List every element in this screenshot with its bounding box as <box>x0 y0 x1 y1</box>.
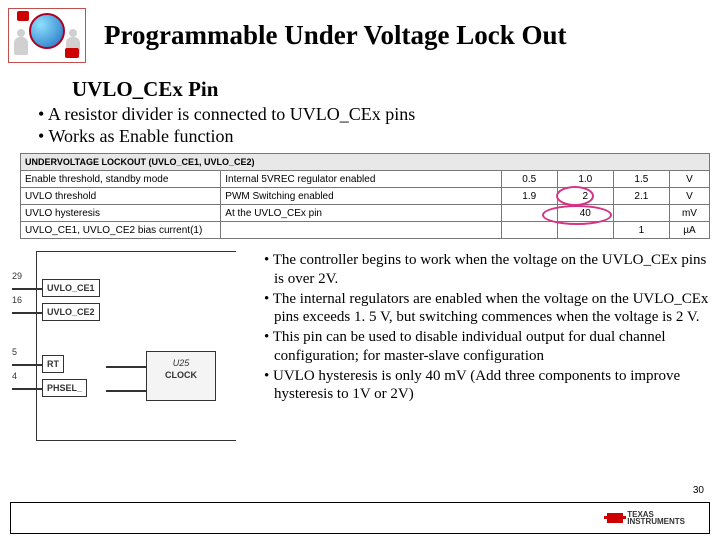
ti-chip-icon <box>607 513 623 523</box>
pin-line <box>12 364 42 366</box>
pin-line <box>12 388 42 390</box>
pin-number: 16 <box>12 295 22 305</box>
top-bullet-item: A resistor divider is connected to UVLO_… <box>38 104 720 125</box>
right-bullet-item: This pin can be used to disable individu… <box>260 328 710 366</box>
subtitle: UVLO_CEx Pin <box>72 77 720 102</box>
right-bullet-item: The internal regulators are enabled when… <box>260 290 710 328</box>
pin-line <box>12 312 42 314</box>
right-bullet-item: UVLO hysteresis is only 40 mV (Add three… <box>260 367 710 405</box>
uvlo-table: UNDERVOLTAGE LOCKOUT (UVLO_CE1, UVLO_CE2… <box>20 153 710 239</box>
clock-block: U25 CLOCK <box>146 351 216 401</box>
table-section-header: UNDERVOLTAGE LOCKOUT (UVLO_CE1, UVLO_CE2… <box>21 154 710 171</box>
page-number: 30 <box>693 485 704 496</box>
table-row: UVLO hysteresisAt the UVLO_CEx pin40mV <box>21 205 710 222</box>
top-bullet-list: A resistor divider is connected to UVLO_… <box>38 104 720 147</box>
pin-label: PHSEL_ <box>42 379 87 397</box>
table-row: Enable threshold, standby modeInternal 5… <box>21 171 710 188</box>
right-bullet-list: The controller begins to work when the v… <box>246 251 710 451</box>
footer-bar: TEXAS INSTRUMENTS <box>10 502 710 534</box>
pin-line <box>12 288 42 290</box>
pin-label: RT <box>42 355 64 373</box>
schematic-diagram: U25 CLOCK 29 UVLO_CE1 16 UVLO_CE2 5 RT 4 PHSEL_ <box>6 251 246 451</box>
top-bullet-item: Works as Enable function <box>38 126 720 147</box>
table-row: UVLO thresholdPWM Switching enabled1.922… <box>21 188 710 205</box>
table-row: UVLO_CE1, UVLO_CE2 bias current(1)1µA <box>21 222 710 239</box>
ti-logo: TEXAS INSTRUMENTS <box>607 511 685 525</box>
page-title: Programmable Under Voltage Lock Out <box>104 20 567 51</box>
pin-number: 29 <box>12 271 22 281</box>
pin-number: 4 <box>12 371 17 381</box>
pin-number: 5 <box>12 347 17 357</box>
slide-logo <box>8 8 86 63</box>
pin-label: UVLO_CE2 <box>42 303 100 321</box>
pin-label: UVLO_CE1 <box>42 279 100 297</box>
right-bullet-item: The controller begins to work when the v… <box>260 251 710 289</box>
